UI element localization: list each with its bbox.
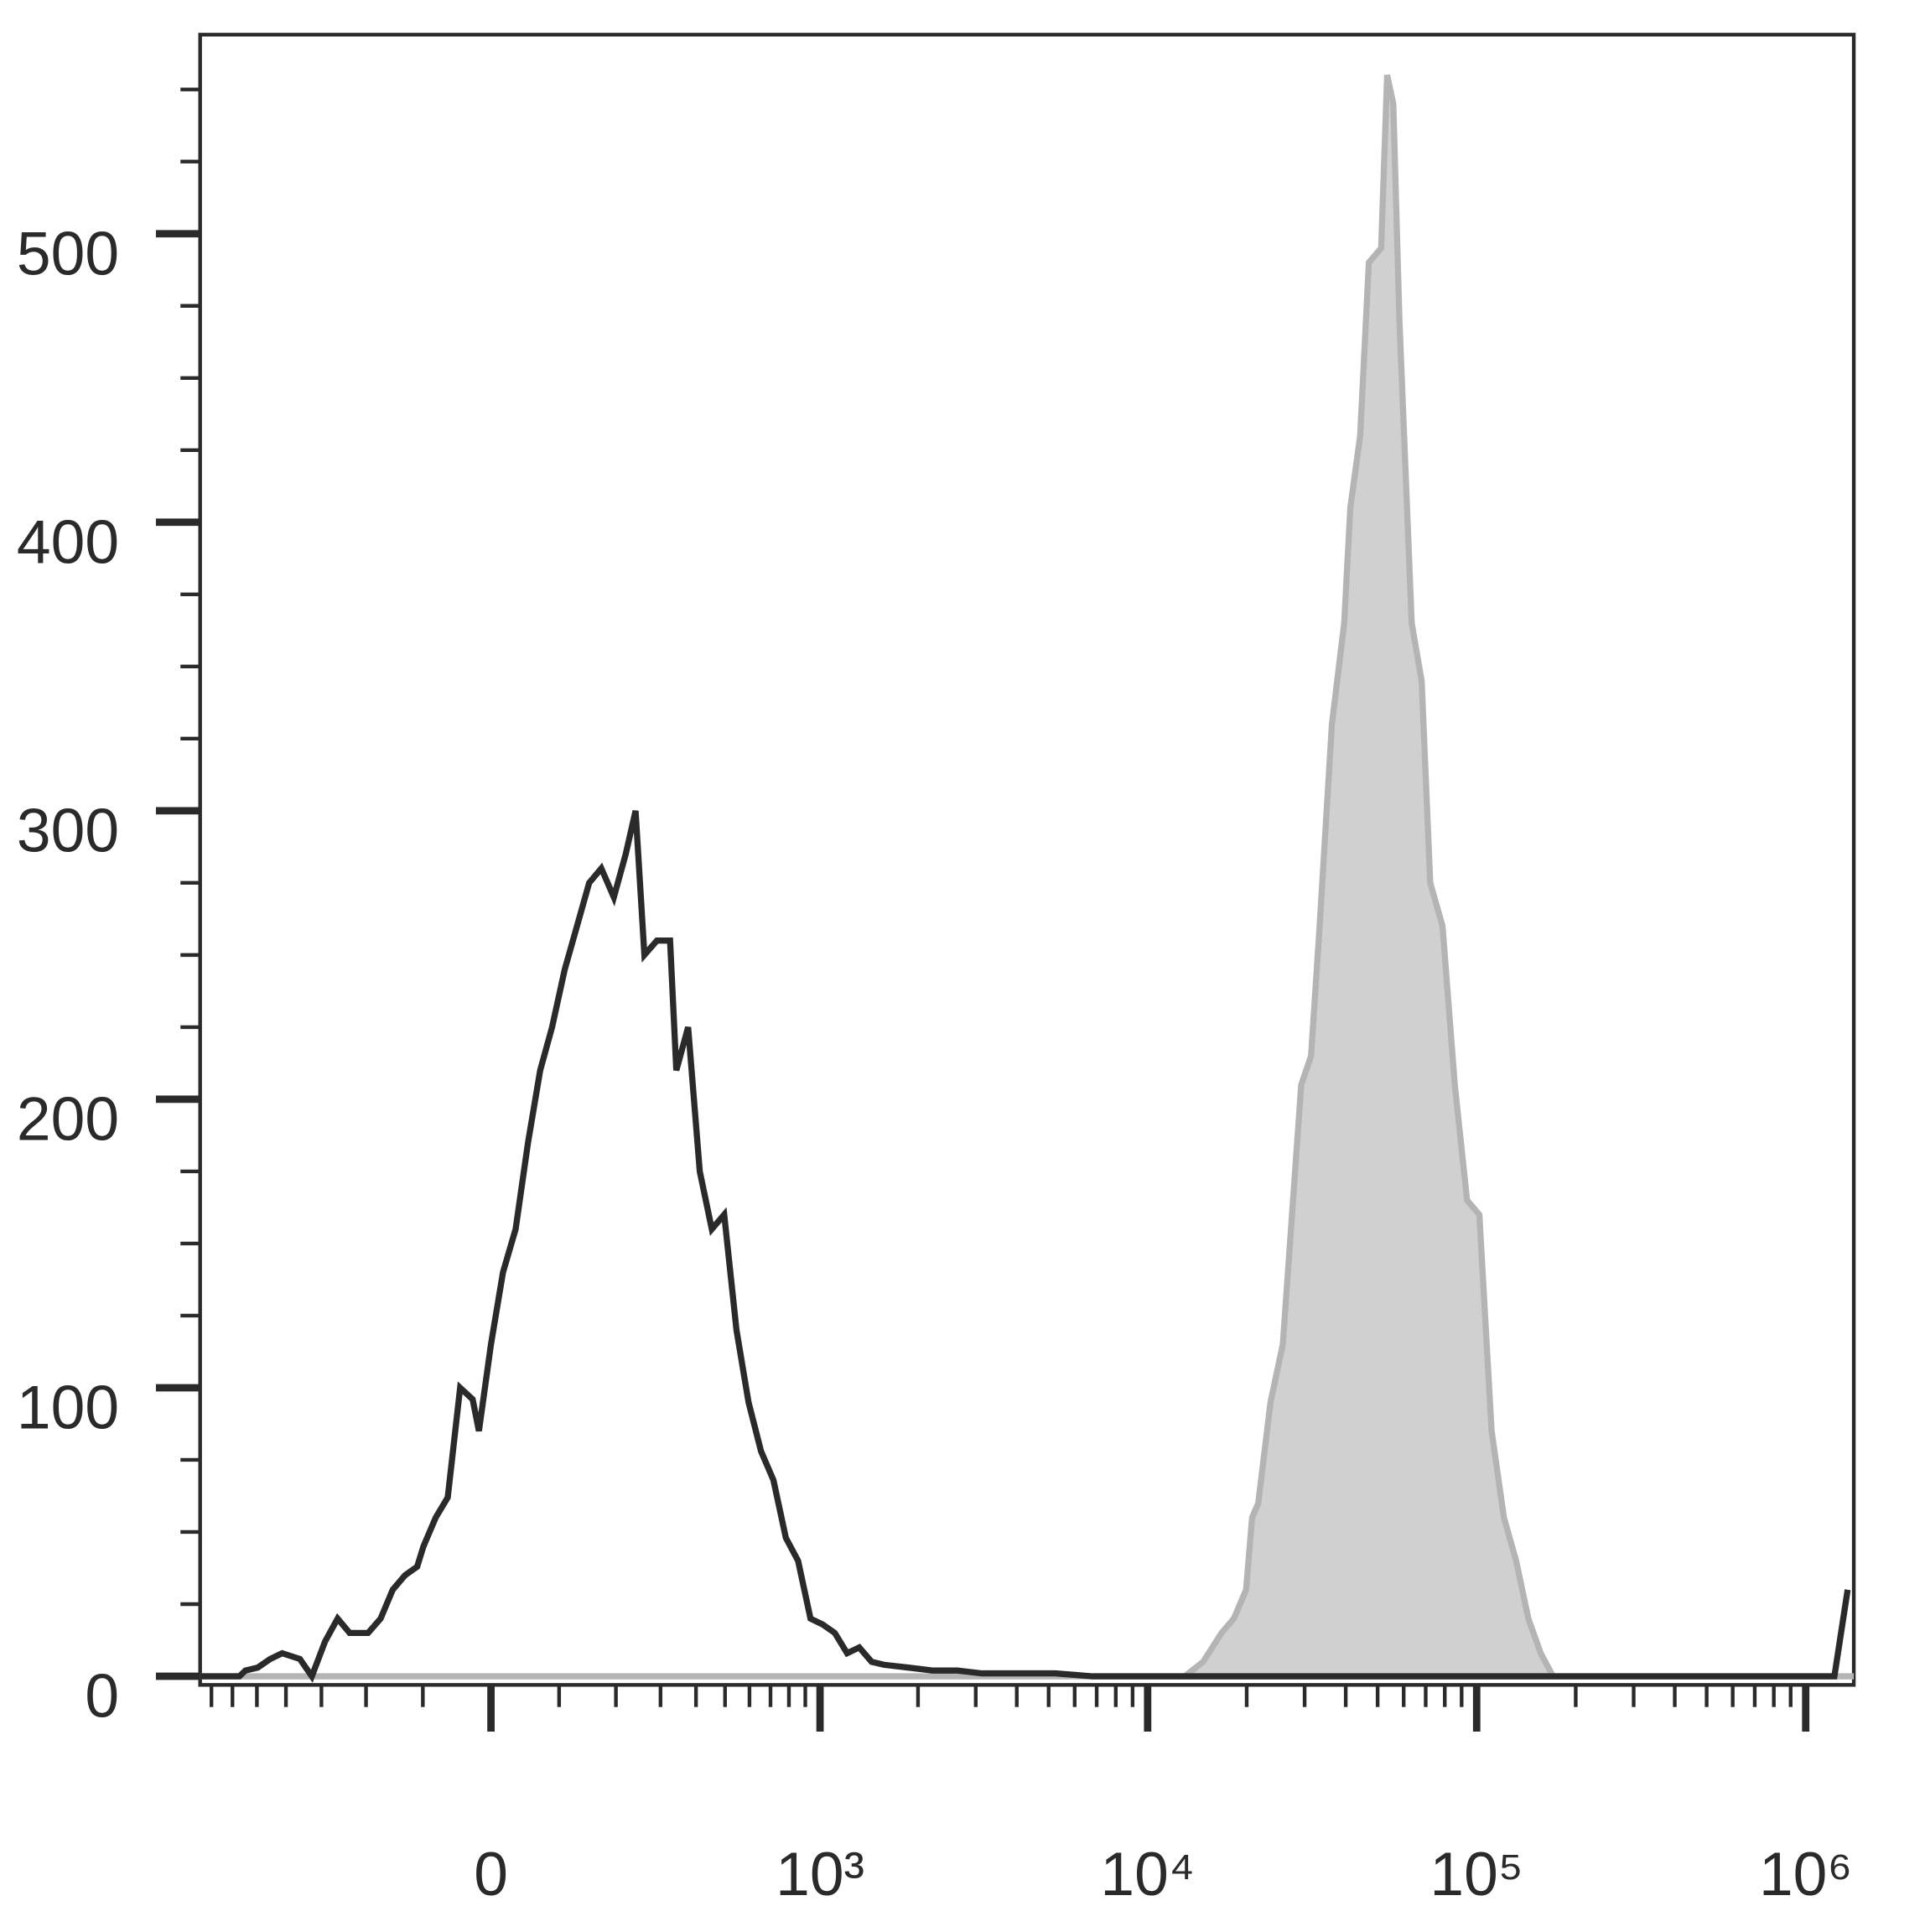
y-tick-label: 500 xyxy=(17,219,119,288)
y-tick-label: 400 xyxy=(17,507,119,576)
y-tick-label: 300 xyxy=(17,796,119,865)
line xyxy=(200,810,1851,1683)
x-tick-label: 10⁵ xyxy=(1429,1840,1523,1909)
x-tick-label: 10⁴ xyxy=(1100,1840,1195,1909)
plot-frame xyxy=(198,33,1856,1687)
y-tick-label: 0 xyxy=(85,1662,119,1731)
y-tick-label: 200 xyxy=(17,1085,119,1154)
x-tick-label: 10³ xyxy=(776,1840,864,1909)
y-tick-label: 100 xyxy=(17,1374,119,1442)
x-tick-label: 10⁶ xyxy=(1759,1840,1853,1909)
x-tick-label: 0 xyxy=(474,1840,508,1909)
area-line xyxy=(200,74,1855,1680)
